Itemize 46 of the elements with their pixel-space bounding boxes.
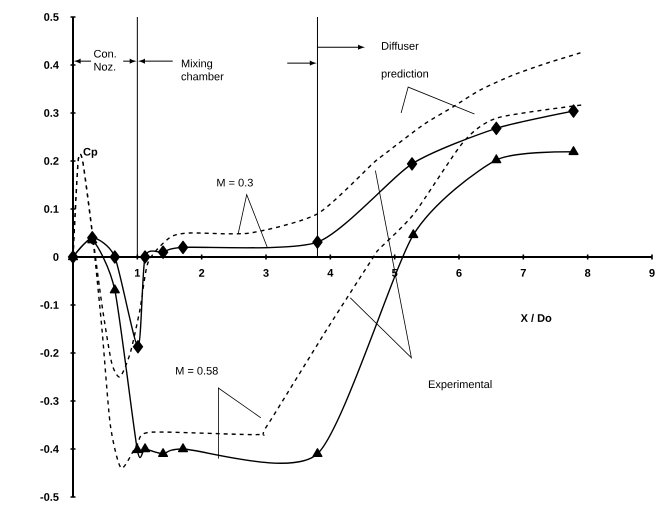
point [158, 448, 168, 457]
point [408, 229, 418, 238]
y-tick-label: 0.5 [44, 13, 59, 21]
x-axis-title: X / Do [520, 314, 552, 322]
x-tick-label: 9 [649, 269, 655, 277]
x-tick-label: 2 [198, 269, 204, 277]
y-tick-label: 0.1 [44, 205, 59, 213]
point [140, 250, 150, 264]
point [132, 340, 144, 354]
x-tick-label: 7 [520, 269, 526, 277]
y-tick-label: -0.4 [40, 445, 59, 453]
annotation: M = 0.58 [176, 366, 218, 375]
y-tick-label: -0.2 [40, 349, 59, 357]
annotation: Experimental [428, 380, 492, 390]
point [491, 154, 502, 164]
point [312, 235, 323, 249]
y-tick-label: 0.3 [44, 109, 59, 117]
x-tick-label: 8 [584, 269, 590, 277]
y-tick-label: -0.1 [40, 301, 59, 309]
y-tick-label: 0.2 [44, 157, 59, 165]
annotation: Diffuser [382, 42, 419, 50]
annotation: prediction [382, 69, 428, 80]
annotation: M = 0.3 [217, 178, 253, 186]
point [568, 104, 579, 118]
point [568, 146, 579, 156]
x-tick-label: 6 [456, 269, 462, 277]
x-tick-label: 4 [327, 269, 334, 277]
point [110, 250, 120, 264]
point [178, 240, 188, 254]
point [132, 444, 142, 454]
point [110, 284, 120, 294]
y-tick-label: 0 [53, 253, 59, 261]
x-tick-label: 3 [263, 269, 269, 277]
y-tick-label: 0.4 [44, 61, 59, 69]
annotation: Con. Noz. [94, 50, 116, 71]
y-tick-label: -0.5 [40, 493, 59, 501]
point [406, 157, 418, 171]
point [158, 246, 168, 259]
y-tick-label: -0.3 [40, 397, 59, 405]
y-axis-title: Cp [83, 148, 98, 158]
point [178, 443, 188, 452]
annotation: Mixing chamber [181, 59, 224, 80]
point [312, 448, 322, 457]
x-tick-label: 1 [134, 269, 140, 277]
point [491, 122, 502, 136]
point [140, 443, 150, 452]
